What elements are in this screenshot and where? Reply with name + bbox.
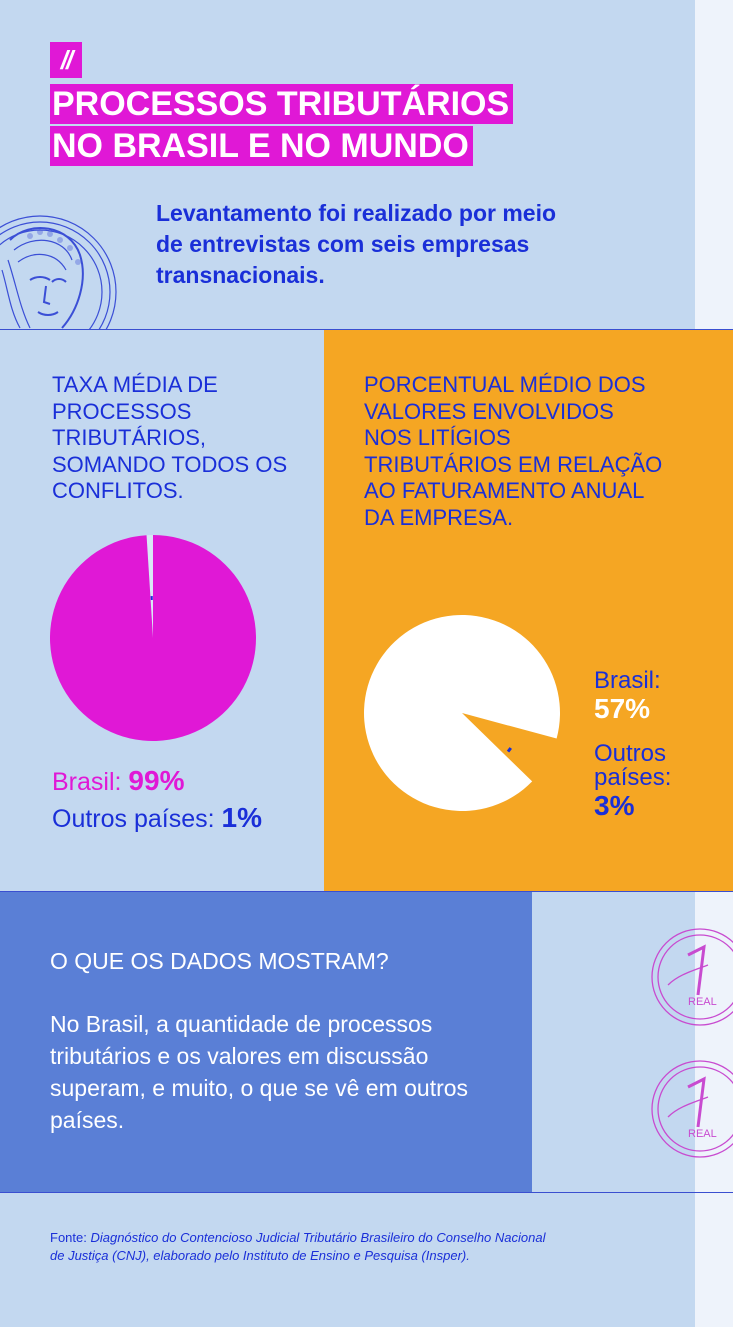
chart2-legend-outros: Outros países: 3%	[594, 742, 704, 822]
chart-panel-right	[324, 330, 733, 891]
coin-icon: REAL	[651, 928, 733, 1026]
pie2-slice-brasil	[364, 615, 560, 811]
info-box	[0, 892, 532, 1192]
chart1-legend-brasil: Brasil: 99%	[52, 766, 184, 797]
coin-icon: REAL	[651, 1060, 733, 1158]
intro-text: Levantamento foi realizado por meio de e…	[156, 200, 557, 288]
source-note: Fonte: Diagnóstico do Contencioso Judici…	[50, 1229, 550, 1265]
pie1-slice-outros	[146, 535, 153, 638]
chart2-legend-outros-value: 3%	[594, 790, 635, 821]
page-title-line-1: PROCESSOS TRIBUTÁRIOS	[50, 84, 514, 124]
chart1-legend-brasil-value: 99%	[128, 765, 185, 796]
chart1-legend-outros-value: 1%	[221, 802, 262, 833]
coin-text-1: REAL	[688, 996, 717, 1008]
chart2-title: PORCENTUAL MÉDIO DOS VALORES ENVOLVIDOS …	[364, 372, 663, 530]
divider-top	[0, 329, 733, 330]
source-text: Diagnóstico do Contencioso Judicial Trib…	[50, 1230, 546, 1263]
chart2-legend-brasil-value: 57%	[594, 693, 651, 724]
pie-chart-litigation-values	[364, 615, 560, 811]
divider-bottom	[0, 1192, 733, 1193]
pie2-slice-outros	[506, 747, 512, 753]
coin-text-2: REAL	[688, 1128, 717, 1140]
header-tag: //	[50, 42, 82, 78]
page-title-line-2: NO BRASIL E NO MUNDO	[50, 126, 473, 166]
chart1-legend-brasil-label: Brasil:	[52, 768, 122, 796]
source-prefix: Fonte:	[50, 1230, 91, 1245]
chart1-title: TAXA MÉDIA DE PROCESSOS TRIBUTÁRIOS, SOM…	[52, 372, 288, 503]
statue-head-illustration	[0, 215, 117, 330]
info-body: No Brasil, a quantidade de processos tri…	[50, 1011, 469, 1133]
chart1-legend-outros: Outros países: 1%	[52, 803, 262, 834]
chart1-legend-outros-label: Outros países:	[52, 805, 215, 833]
chart2-legend-brasil: Brasil: 57%	[594, 669, 704, 725]
chart2-legend-brasil-label: Brasil:	[594, 667, 661, 694]
pie1-slice-brasil	[49, 535, 256, 741]
divider-middle	[0, 891, 733, 892]
chart2-legend-outros-label: Outros países:	[594, 740, 672, 791]
info-title: O QUE OS DADOS MOSTRAM?	[50, 948, 389, 974]
pie-chart-tax-processes	[49, 535, 256, 741]
